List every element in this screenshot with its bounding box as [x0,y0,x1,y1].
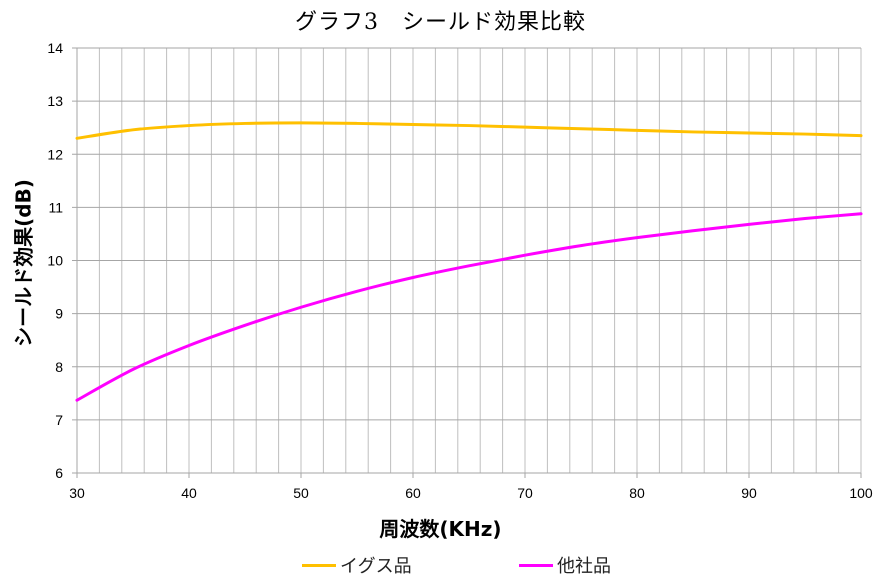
legend: イグス品 他社品 [0,552,881,578]
y-tick-label: 8 [55,359,63,375]
series-line-0 [75,121,863,140]
y-tick-label: 11 [48,199,63,215]
series-line-1 [75,212,863,402]
x-axis-label: 周波数(KHz) [379,517,502,541]
legend-item-other: 他社品 [519,552,611,578]
legend-label-igus: イグス品 [340,556,412,577]
legend-swatch-igus [302,563,336,567]
y-tick-label: 12 [47,146,63,162]
x-tick-label: 50 [293,485,309,501]
grid-lines [72,47,862,474]
legend-swatch-other [519,563,553,567]
legend-label-other: 他社品 [557,556,611,577]
x-tick-label: 30 [69,485,85,501]
y-tick-label: 9 [55,306,63,322]
x-tick-label: 60 [405,485,421,501]
x-tick-label: 40 [181,485,197,501]
chart-title: グラフ3 シールド効果比較 [295,10,586,35]
x-tick-label: 70 [517,485,533,501]
data-series [75,121,863,402]
y-tick-label: 6 [55,465,63,481]
x-tick-label: 100 [849,485,873,501]
y-tick-label: 13 [47,93,63,109]
y-tick-label: 7 [55,412,63,428]
y-tick-label: 10 [47,253,63,269]
x-tick-label: 80 [629,485,645,501]
axes: 6 7 8 9 10 11 12 13 14 30 40 50 60 70 80 90 100 [47,40,872,501]
y-tick-label: 14 [47,40,63,56]
legend-item-igus: イグス品 [302,552,412,578]
y-axis-label: シールド効果(dB) [11,179,36,347]
x-tick-label: 90 [741,485,757,501]
